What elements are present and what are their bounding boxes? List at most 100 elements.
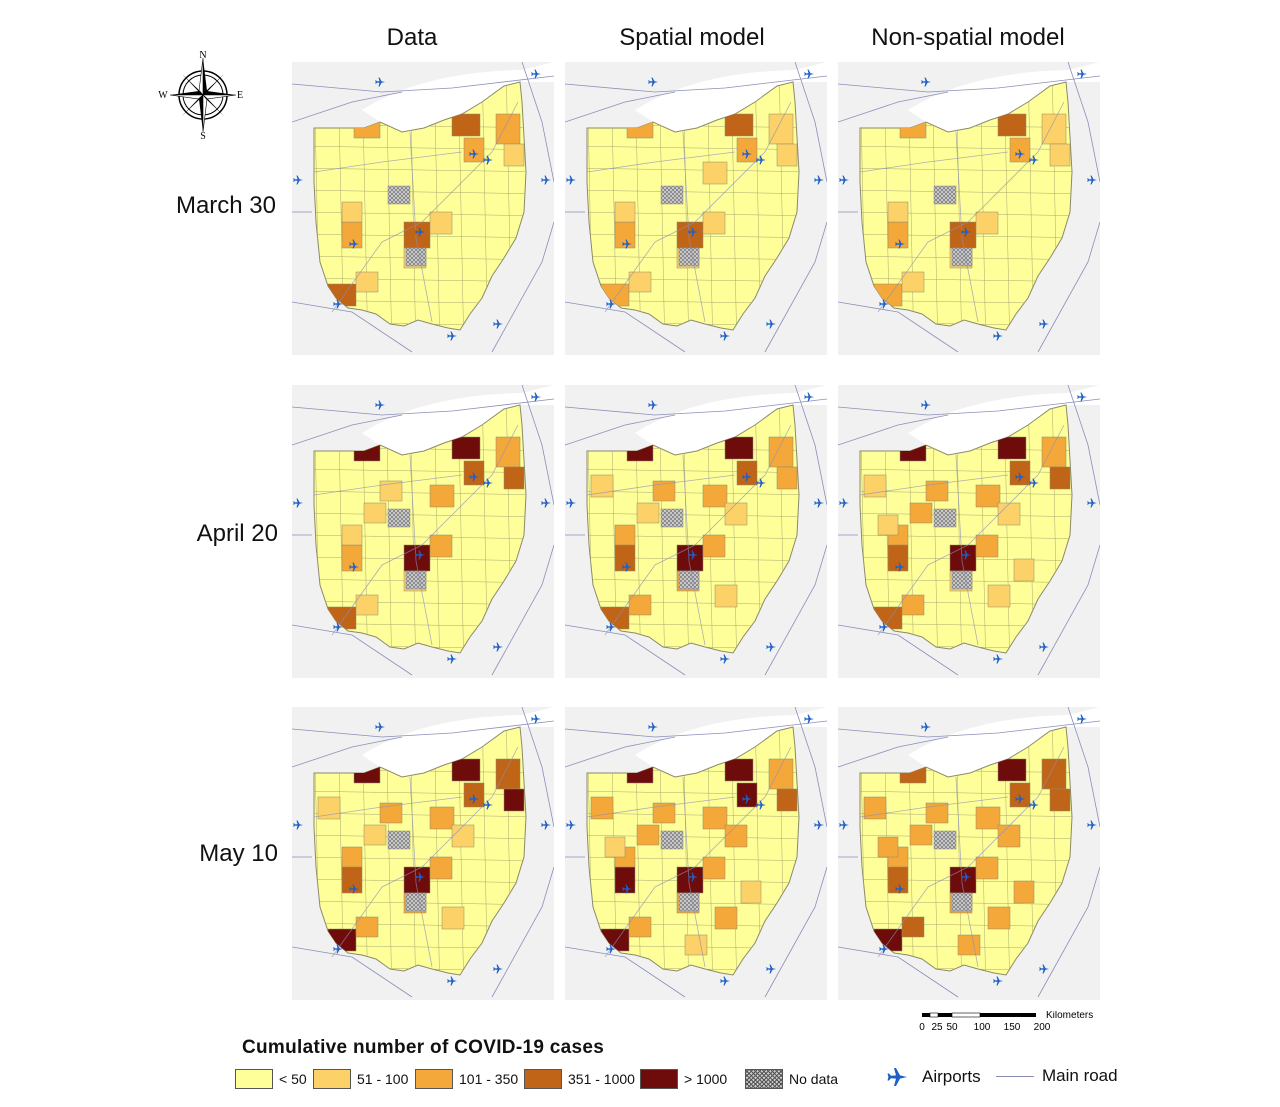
county-nw1 (317, 796, 341, 820)
airplane-icon (531, 69, 541, 79)
airplane-icon (447, 976, 457, 986)
county-akron (736, 460, 758, 486)
airplane-icon (493, 642, 503, 652)
county-no-data (951, 570, 973, 590)
county-east2 (503, 466, 525, 490)
county-colE (702, 211, 726, 235)
lake-erie (635, 385, 827, 455)
airplane-icon (814, 175, 824, 185)
legend-item-no-data: No data (745, 1068, 838, 1090)
airplane-icon (566, 820, 576, 830)
county-se1 (714, 584, 738, 608)
county-colE (702, 856, 726, 880)
legend-item-lt50: < 50 (235, 1068, 307, 1090)
county-mid3 (363, 824, 387, 846)
airplane-icon (469, 149, 479, 159)
airplane-icon (766, 964, 776, 974)
airplane-icon (993, 976, 1003, 986)
column-title-non-spatial-model: Non-spatial model (871, 24, 1065, 51)
county-colE (702, 534, 726, 558)
county-no-data (660, 185, 684, 205)
county-cinci (327, 283, 357, 307)
county-se2 (1013, 558, 1035, 582)
county-no-data (387, 830, 411, 850)
main-roads (859, 746, 1065, 968)
county-cinci (600, 606, 630, 630)
county-cinE (628, 271, 652, 293)
airplane-icon (541, 820, 551, 830)
legend-label-gt1000: > 1000 (684, 1071, 728, 1087)
county-se1 (987, 584, 1011, 608)
county-no-data (951, 892, 973, 912)
airplane-icon (804, 69, 814, 79)
background-roads (838, 707, 1100, 998)
county-cinci (873, 283, 903, 307)
airplane-icon (1087, 498, 1097, 508)
county-dayN (341, 524, 363, 546)
lake-erie (362, 62, 554, 132)
background-roads (838, 385, 1100, 676)
airplane-icon (333, 299, 343, 309)
county-east1 (495, 113, 521, 145)
airplane-icon (483, 800, 493, 810)
map-spatial-model-may-10 (565, 707, 827, 1000)
legend-label-no-data: No data (789, 1071, 839, 1087)
county-cinci (600, 928, 630, 952)
county-toledo (626, 119, 654, 139)
county-mid1 (379, 802, 403, 824)
county-se1 (441, 906, 465, 930)
scale-tick-0: 0 (919, 1022, 925, 1033)
county-cleveland (997, 758, 1027, 782)
airplane-icon (541, 498, 551, 508)
airplane-icon (1077, 69, 1087, 79)
county-no-data (660, 830, 684, 850)
airplane-icon (1015, 472, 1025, 482)
county-mid4 (997, 502, 1021, 526)
airplane-icon (756, 478, 766, 488)
county-east2 (503, 788, 525, 812)
airplane-icon (766, 642, 776, 652)
county-no-data (405, 892, 427, 912)
county-dayN (887, 201, 909, 223)
map-data-may-10 (292, 707, 554, 1000)
background-roads (292, 62, 554, 353)
scale-unit: Kilometers (1046, 1011, 1093, 1021)
county-mid3 (909, 502, 933, 524)
background-roads (292, 707, 554, 998)
county-no-data (933, 508, 957, 528)
scale-tick-25: 25 (931, 1022, 943, 1033)
airplane-icon (895, 884, 905, 894)
airplane-icon (375, 722, 385, 732)
airplane-icon (648, 77, 658, 87)
main-roads (313, 746, 519, 968)
county-nw2 (604, 836, 626, 858)
county-cleveland (997, 436, 1027, 460)
airplane-icon (879, 944, 889, 954)
county-toledo (353, 764, 381, 784)
county-nw2 (877, 836, 899, 858)
county-no-data (933, 185, 957, 205)
county-mid3 (636, 824, 660, 846)
county-east1 (495, 436, 521, 468)
airplane-icon (742, 794, 752, 804)
county-nw2 (877, 514, 899, 536)
legend-item-gt1000: > 1000 (640, 1068, 727, 1090)
airplane-icon (804, 714, 814, 724)
county-dayN (341, 201, 363, 223)
legend-item-351-1000: 351 - 1000 (524, 1068, 635, 1090)
county-no-data (405, 247, 427, 267)
county-cleveland (724, 436, 754, 460)
airplane-icon (648, 722, 658, 732)
legend-main-road: Main road (996, 1066, 1118, 1086)
row-label-april-20: April 20 (196, 520, 278, 547)
county-se3 (957, 934, 981, 956)
background-roads (565, 62, 827, 353)
county-toledo (899, 119, 927, 139)
airplane-icon (531, 714, 541, 724)
lake-erie (908, 707, 1100, 777)
legend-label-101-350: 101 - 350 (459, 1071, 519, 1087)
background-roads (565, 385, 827, 676)
compass-rose-icon: N S W E (158, 50, 248, 142)
legend-swatch-101-350 (415, 1069, 453, 1089)
airplane-icon (895, 239, 905, 249)
